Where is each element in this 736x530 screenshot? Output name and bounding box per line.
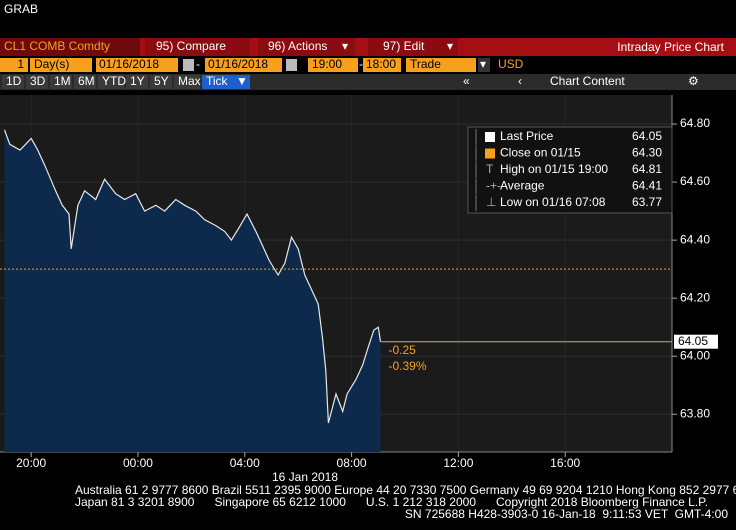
input-value: 18:00 bbox=[366, 57, 396, 71]
range-label[interactable]: Tick bbox=[206, 74, 229, 88]
x-tick-label: 00:00 bbox=[123, 456, 153, 470]
dropdown[interactable] bbox=[478, 58, 490, 72]
currency: USD bbox=[498, 57, 524, 71]
dropdown-arrow: ▾ bbox=[342, 39, 348, 53]
range-label[interactable]: Max bbox=[178, 74, 201, 88]
range-button[interactable] bbox=[98, 75, 124, 89]
arrow-icon[interactable]: ‹ bbox=[518, 74, 522, 88]
dropdown-arrow: ▾ bbox=[447, 39, 453, 53]
settings-icon[interactable]: ⚙ bbox=[688, 74, 699, 88]
calendar-icon[interactable] bbox=[286, 59, 297, 71]
range-label[interactable]: 6M bbox=[78, 74, 95, 88]
range-button[interactable] bbox=[174, 75, 200, 89]
input[interactable] bbox=[96, 58, 178, 72]
legend-value: 64.30 bbox=[632, 146, 662, 160]
range-button[interactable] bbox=[150, 75, 172, 89]
price-tag-label: 64.05 bbox=[678, 334, 708, 348]
price-line bbox=[3, 129, 382, 424]
legend-symbol: T bbox=[486, 162, 494, 176]
input-value: 01/16/2018 bbox=[99, 57, 159, 71]
x-axis-label: 16 Jan 2018 bbox=[272, 470, 338, 484]
legend-value: 64.05 bbox=[632, 129, 662, 143]
area bbox=[4, 129, 381, 453]
input-value: 19:00 bbox=[312, 57, 342, 71]
collapse-icon[interactable]: « bbox=[463, 74, 470, 88]
input[interactable] bbox=[205, 58, 282, 72]
x-tick-label: 04:00 bbox=[230, 456, 260, 470]
x-tick-label: 20:00 bbox=[16, 456, 46, 470]
price-tag bbox=[674, 334, 718, 349]
range-button[interactable] bbox=[50, 75, 72, 89]
range-button[interactable] bbox=[202, 75, 250, 89]
legend-name: Last Price bbox=[500, 129, 554, 143]
dropdown-arrow: ▾ bbox=[480, 57, 486, 71]
legend-symbol: -+- bbox=[486, 179, 501, 193]
range-label[interactable]: 1M bbox=[54, 74, 71, 88]
dropdown-arrow: ▼ bbox=[236, 74, 248, 88]
range-buttons: 1D 3D 1M 6M YTD 1Y 5Y Max Tick ▼ bbox=[2, 74, 250, 89]
input[interactable] bbox=[363, 58, 401, 72]
security: CL1 COMB Comdty bbox=[4, 39, 110, 53]
button[interactable] bbox=[145, 38, 250, 56]
y-tick-label: 64.40 bbox=[680, 232, 710, 246]
y-tick-label: 64.00 bbox=[680, 348, 710, 362]
y-tick-label: 64.80 bbox=[680, 116, 710, 130]
view-title: Intraday Price Chart bbox=[617, 40, 724, 54]
button[interactable] bbox=[368, 38, 458, 56]
input[interactable] bbox=[30, 58, 92, 72]
range-label[interactable]: 1D bbox=[6, 74, 22, 88]
input-value: Day(s) bbox=[34, 57, 69, 71]
legend-value: 64.81 bbox=[632, 162, 662, 176]
range-label[interactable]: 1Y bbox=[130, 74, 145, 88]
panel-button[interactable]: Chart Content bbox=[550, 74, 625, 88]
separator: - bbox=[359, 57, 363, 71]
input[interactable] bbox=[406, 58, 476, 72]
x-tick-label: 08:00 bbox=[337, 456, 367, 470]
security-field[interactable] bbox=[0, 38, 140, 56]
legend-value: 64.41 bbox=[632, 179, 662, 193]
range-button[interactable] bbox=[74, 75, 96, 89]
x-tick-label: 16:00 bbox=[550, 456, 580, 470]
button-label[interactable]: 95) Compare bbox=[156, 39, 226, 53]
button-label[interactable]: 97) Edit bbox=[383, 39, 425, 53]
legend-swatch bbox=[485, 132, 495, 142]
range-label[interactable]: 5Y bbox=[154, 74, 169, 88]
change-label: -0.39% bbox=[389, 359, 427, 373]
range-button[interactable] bbox=[2, 75, 24, 89]
button-label[interactable]: 96) Actions bbox=[268, 39, 327, 53]
range-button[interactable] bbox=[126, 75, 148, 89]
y-tick-label: 64.20 bbox=[680, 290, 710, 304]
range-label[interactable]: 3D bbox=[30, 74, 46, 88]
window-title: GRAB bbox=[4, 2, 38, 16]
change-label: -0.25 bbox=[389, 343, 417, 357]
input[interactable] bbox=[0, 58, 28, 72]
footer-line: SN 725688 H428-3903-0 16-Jan-18 9:11:53 … bbox=[405, 507, 728, 521]
legend-value: 63.77 bbox=[632, 195, 662, 209]
y-tick-label: 63.80 bbox=[680, 406, 710, 420]
legend-name: High on 01/15 19:00 bbox=[500, 162, 608, 176]
y-tick-label: 64.60 bbox=[680, 174, 710, 188]
x-tick-label: 12:00 bbox=[443, 456, 473, 470]
calendar-icon[interactable] bbox=[183, 59, 194, 71]
range-button[interactable] bbox=[26, 75, 48, 89]
input-value: 01/16/2018 bbox=[208, 57, 268, 71]
legend-name: Close on 01/15 bbox=[500, 146, 581, 160]
input-value: 1 bbox=[17, 57, 24, 71]
legend-name: Average bbox=[500, 179, 545, 193]
legend-swatch bbox=[485, 148, 495, 159]
separator: - bbox=[196, 57, 200, 71]
legend-name: Low on 01/16 07:08 bbox=[500, 195, 606, 209]
footer-line: Australia 61 2 9777 8600 Brazil 5511 239… bbox=[75, 483, 736, 497]
legend-box bbox=[467, 126, 673, 214]
input[interactable] bbox=[308, 58, 358, 72]
input-value: Trade bbox=[410, 57, 441, 71]
button[interactable] bbox=[258, 38, 355, 56]
legend-symbol: ⊥ bbox=[486, 195, 496, 209]
footer-line: Japan 81 3 3201 8900 Singapore 65 6212 1… bbox=[75, 495, 708, 509]
chart: 63.80 64.00 64.20 64.40 64.60 64.80 20:00 00:00… bbox=[0, 95, 718, 484]
range-label[interactable]: YTD bbox=[102, 74, 126, 88]
